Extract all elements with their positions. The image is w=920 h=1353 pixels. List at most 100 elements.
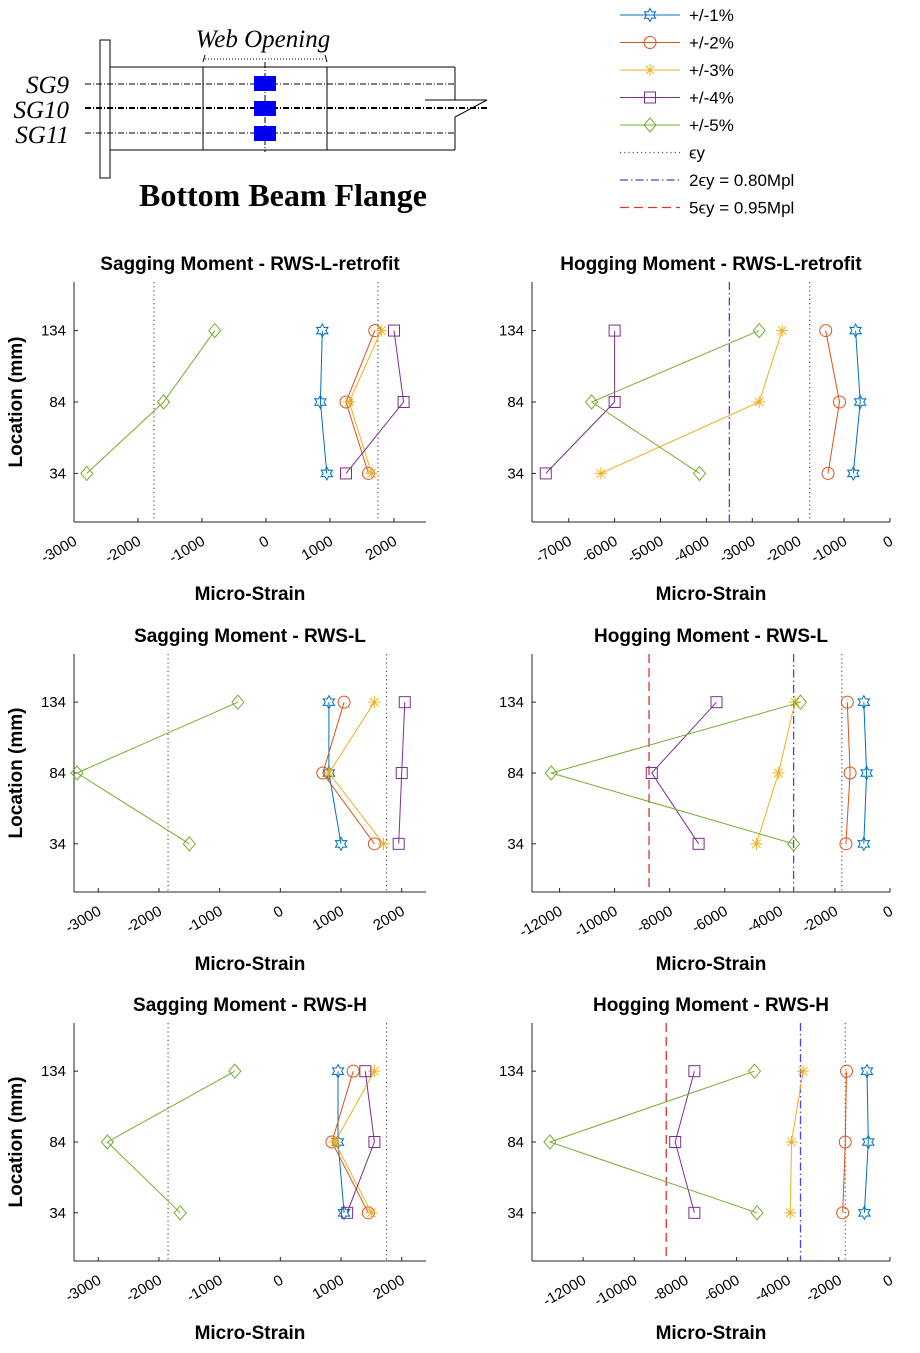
data-point xyxy=(377,837,390,850)
data-point xyxy=(388,324,400,337)
x-tick-label: -3000 xyxy=(63,1272,105,1306)
subplot: Hogging Moment - RWS-L 34 84 134 -12000 -1000… xyxy=(499,626,896,975)
legend-marker xyxy=(644,91,656,104)
data-point xyxy=(337,695,351,709)
x-axis-label: Micro-Strain xyxy=(195,584,306,605)
x-axis-label: Micro-Strain xyxy=(195,954,306,975)
legend-label: +/-2% xyxy=(689,34,734,53)
subplot: Sagging Moment - RWS-L-retrofit 34 84 134 -3… xyxy=(6,254,426,605)
series xyxy=(392,696,411,850)
data-point xyxy=(322,767,335,779)
x-tick-label: 0 xyxy=(256,533,272,552)
subplot: Sagging Moment - RWS-H 34 84 134 -3000 -2000-… xyxy=(6,995,426,1344)
data-point xyxy=(315,323,329,339)
x-tick-label: 0 xyxy=(880,903,896,922)
series xyxy=(846,323,867,481)
data-point xyxy=(753,396,766,408)
x-tick-label: -3000 xyxy=(38,533,80,567)
x-tick-label: -3000 xyxy=(63,903,105,937)
data-point xyxy=(688,1065,701,1078)
x-tick-label: 0 xyxy=(271,903,287,922)
series-line xyxy=(863,1071,869,1213)
data-point xyxy=(819,324,833,338)
series-line xyxy=(322,702,375,845)
series xyxy=(343,324,388,480)
x-axis-label: Micro-Strain xyxy=(656,584,767,605)
flange-diagram: Web Opening SG9 SG10 SG11 Bottom Beam Fl… xyxy=(13,26,488,213)
x-tick-label: -8000 xyxy=(634,903,676,937)
series-line xyxy=(75,701,239,845)
x-tick-label: 1000 xyxy=(310,903,347,934)
x-tick-label: -1000 xyxy=(808,533,850,567)
data-point xyxy=(320,465,334,481)
data-point xyxy=(772,767,785,779)
data-point xyxy=(833,395,847,409)
subplot-title: Hogging Moment - RWS-L-retrofit xyxy=(560,254,862,275)
data-point xyxy=(346,1064,360,1078)
y-axis-label: Location (mm) xyxy=(6,708,27,839)
dim-tick-right xyxy=(324,54,328,63)
x-tick-label: -2000 xyxy=(123,903,165,937)
subplot-title: Hogging Moment - RWS-L xyxy=(594,626,828,647)
legend-label: 2ϵy = 0.80Mpl xyxy=(689,171,794,190)
series xyxy=(341,1065,381,1219)
x-tick-label: -2000 xyxy=(803,1272,845,1306)
data-point xyxy=(747,1063,762,1079)
data-point xyxy=(231,694,245,710)
legend-entry: ϵy xyxy=(620,144,706,163)
x-axis-label: Micro-Strain xyxy=(195,1323,306,1344)
y-tick-label: 134 xyxy=(41,1063,66,1080)
y-tick-label: 34 xyxy=(49,836,66,853)
series xyxy=(70,694,245,852)
data-point xyxy=(692,465,707,482)
legend-entry: +/-5% xyxy=(620,116,734,135)
data-point xyxy=(322,694,336,710)
data-point xyxy=(80,465,94,482)
series-line xyxy=(549,701,801,845)
data-point xyxy=(173,1205,187,1221)
series xyxy=(645,696,723,850)
data-point xyxy=(313,394,327,410)
y-tick-label: 84 xyxy=(49,394,66,411)
gauge-label-sg10: SG10 xyxy=(13,97,69,124)
legend-marker xyxy=(643,7,657,23)
x-tick-label: -6000 xyxy=(689,903,731,937)
data-point xyxy=(608,324,621,337)
series xyxy=(539,324,621,480)
legend-entry: +/-3% xyxy=(620,61,734,80)
data-point xyxy=(334,836,348,852)
data-point xyxy=(365,1206,378,1219)
y-tick-label: 34 xyxy=(507,465,524,482)
x-tick-label: 1000 xyxy=(310,1272,347,1303)
data-point xyxy=(785,1136,798,1148)
data-point xyxy=(860,765,874,781)
x-tick-label: -1000 xyxy=(166,533,208,567)
data-point xyxy=(645,767,658,779)
series xyxy=(669,1065,701,1219)
series-line xyxy=(106,1070,236,1214)
x-tick-label: 2000 xyxy=(370,903,407,934)
subplot-title: Sagging Moment - RWS-L xyxy=(134,626,366,647)
legend-entry: +/-1% xyxy=(620,6,734,25)
series xyxy=(857,694,874,852)
legend-entry: 2ϵy = 0.80Mpl xyxy=(620,171,794,190)
diagram-caption: Bottom Beam Flange xyxy=(139,177,427,213)
legend-entry: 5ϵy = 0.95Mpl xyxy=(620,199,794,218)
series xyxy=(340,324,410,480)
data-point xyxy=(750,1205,764,1221)
y-tick-label: 134 xyxy=(41,694,66,711)
legend-label: ϵy xyxy=(689,144,706,163)
series-line xyxy=(590,330,760,474)
data-point xyxy=(368,1065,381,1078)
data-point xyxy=(208,322,222,339)
x-tick-label: -2000 xyxy=(762,533,804,567)
x-tick-label: -4000 xyxy=(744,903,786,937)
series-line xyxy=(345,330,405,474)
series-line xyxy=(825,330,841,474)
data-point xyxy=(836,1206,850,1220)
x-tick-label: -10000 xyxy=(591,1272,640,1310)
data-point xyxy=(543,1134,557,1150)
series-line xyxy=(545,330,616,474)
legend-marker xyxy=(643,36,657,49)
data-point xyxy=(838,1135,852,1149)
